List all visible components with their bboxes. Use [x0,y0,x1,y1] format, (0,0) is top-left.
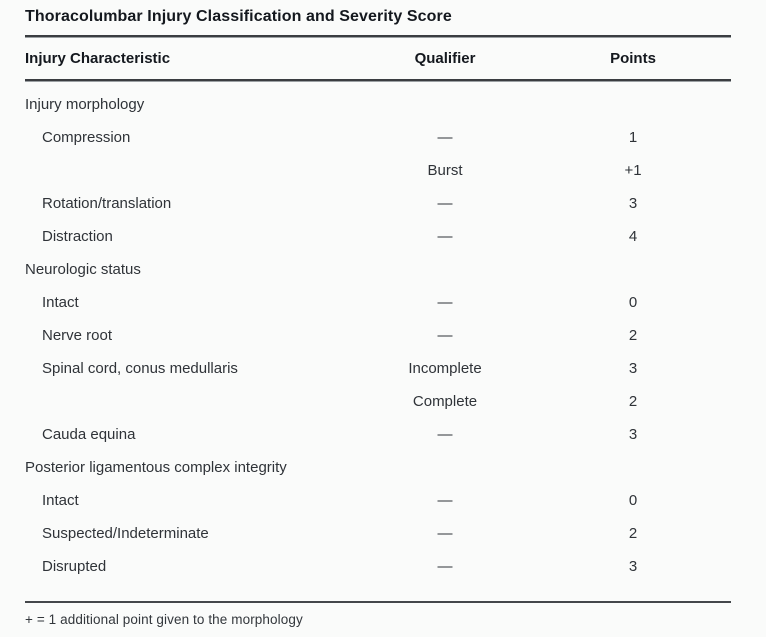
points-value: +1 [624,162,642,179]
table-row: Burst +1 [25,154,731,187]
section-header-row: Injury morphology [25,88,731,121]
table-row: Cauda equina — 3 [25,418,731,451]
qualifier-value: — [437,129,453,146]
qualifier-value: — [437,327,453,344]
qualifier-value: — [437,492,453,509]
points-value: 0 [628,492,638,509]
injury-characteristic-value: Intact [42,294,79,311]
section-label: Neurologic status [25,261,141,278]
injury-characteristic-value: Disrupted [42,558,107,575]
injury-characteristic-value: Intact [42,492,79,509]
section-header-row: Neurologic status [25,253,731,286]
section-label: Injury morphology [25,96,145,113]
points-value: 2 [628,393,638,410]
qualifier-value: — [437,228,453,245]
table-row: Distraction — 4 [25,220,731,253]
table-row: Disrupted — 3 [25,550,731,583]
table-row: Intact — 0 [25,484,731,517]
points-value: 0 [628,294,638,311]
qualifier-value: Complete [412,393,478,410]
points-value: 3 [628,558,638,575]
table-row: Nerve root — 2 [25,319,731,352]
table-row: Suspected/Indeterminate — 2 [25,517,731,550]
section-label: Posterior ligamentous complex integrity [25,459,287,476]
bottom-rule-wrap [25,601,731,603]
column-header-points: Points [610,50,656,67]
table-title: Thoracolumbar Injury Classification and … [25,8,452,25]
qualifier-value: Burst [427,162,463,179]
injury-characteristic-value: Compression [42,129,131,146]
table-row: Rotation/translation — 3 [25,187,731,220]
points-value: 3 [628,426,638,443]
qualifier-value: — [437,525,453,542]
bottom-rule [25,601,731,603]
injury-characteristic-value: Suspected/Indeterminate [42,525,209,542]
injury-characteristic-value: Cauda equina [42,426,136,443]
table-row: Compression — 1 [25,121,731,154]
top-rule [25,35,731,38]
section-header-row: Posterior ligamentous complex integrity [25,451,731,484]
qualifier-value: — [437,558,453,575]
table-row: Complete 2 [25,385,731,418]
table-header-row: Injury Characteristic Qualifier Points [25,38,731,79]
table-footnote: + = 1 additional point given to the morp… [25,612,303,627]
injury-characteristic-value: Rotation/translation [42,195,172,212]
injury-characteristic-value: Spinal cord, conus medullaris [42,360,238,377]
table-row: Intact — 0 [25,286,731,319]
points-value: 4 [628,228,638,245]
column-header-qualifier: Qualifier [414,50,476,67]
qualifier-value: — [437,195,453,212]
qualifier-value: — [437,426,453,443]
points-value: 3 [628,195,638,212]
header-rule [25,79,731,82]
points-value: 1 [628,129,638,146]
points-value: 3 [628,360,638,377]
points-value: 2 [628,525,638,542]
injury-characteristic-value: Distraction [42,228,113,245]
qualifier-value: — [437,294,453,311]
injury-characteristic-value: Nerve root [42,327,113,344]
table-row: Spinal cord, conus medullaris Incomplete 3 [25,352,731,385]
column-header-injury-characteristic: Injury Characteristic [25,50,171,67]
points-value: 2 [628,327,638,344]
qualifier-value: Incomplete [408,360,482,377]
table-body: Injury morphology Compression — 1 Burst +1 Rot… [25,82,731,583]
